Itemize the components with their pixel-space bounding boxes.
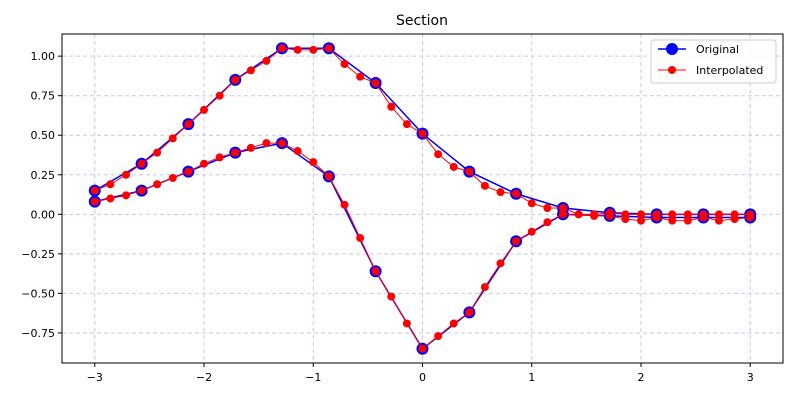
interpolated-point	[683, 216, 692, 225]
interpolated-point	[387, 102, 396, 111]
grid	[62, 34, 783, 363]
interpolated-point	[434, 150, 443, 159]
interpolated-point	[465, 308, 474, 317]
interpolated-point	[371, 79, 380, 88]
y-tick-label: 0.25	[31, 169, 56, 182]
axes: −3 −2 −1 0 1 2 3 −0.75 −0.50 −0.25 0.00 0.25 0.50 0.7…	[21, 50, 753, 384]
legend-marker-original	[666, 43, 678, 55]
x-tick-label: −1	[305, 371, 321, 384]
interpolated-point	[309, 158, 318, 167]
interpolated-point	[340, 200, 349, 209]
legend-box	[650, 39, 777, 84]
legend-label-interpolated: Interpolated	[696, 64, 763, 77]
interpolated-point	[558, 210, 567, 219]
interpolated-point	[200, 105, 209, 114]
y-tick-label: 0.50	[31, 129, 56, 142]
legend-label-original: Original	[696, 43, 739, 56]
interpolated-point	[605, 211, 614, 220]
interpolated-point	[465, 167, 474, 176]
interpolated-point	[590, 211, 599, 220]
x-tick-label: −2	[196, 371, 212, 384]
interpolated-point	[246, 66, 255, 75]
interpolated-point	[309, 45, 318, 54]
y-tick-label: 0.75	[31, 90, 56, 103]
interpolated-point	[278, 139, 287, 148]
interpolated-point	[434, 332, 443, 341]
chart-title: Section	[396, 13, 448, 29]
interpolated-point	[231, 148, 240, 157]
interpolated-point	[184, 120, 193, 129]
interpolated-point	[621, 215, 630, 224]
interpolated-point	[153, 148, 162, 157]
interpolated-point	[137, 186, 146, 195]
interpolated-point	[293, 45, 302, 54]
interpolated-point	[200, 159, 209, 168]
interpolated-point	[262, 56, 271, 65]
interpolated-point	[90, 197, 99, 206]
interpolated-point	[699, 213, 708, 222]
x-tick-label: 0	[419, 371, 426, 384]
interpolated-point	[480, 283, 489, 292]
plot-series	[88, 42, 757, 355]
interpolated-point	[574, 210, 583, 219]
interpolated-point	[746, 213, 755, 222]
x-tick-label: 1	[528, 371, 535, 384]
interpolated-point	[137, 159, 146, 168]
x-tick-label: −3	[87, 371, 103, 384]
interpolated-point	[106, 194, 115, 203]
interpolated-point	[512, 237, 521, 246]
interpolated-point	[293, 147, 302, 156]
interpolated-point	[387, 292, 396, 301]
interpolated-point	[231, 75, 240, 84]
legend-marker-interpolated	[668, 66, 676, 74]
interpolated-point	[714, 216, 723, 225]
x-tick-label: 2	[637, 371, 644, 384]
interpolated-point	[122, 191, 131, 200]
interpolated-point	[652, 213, 661, 222]
interpolated-point	[527, 199, 536, 208]
interpolated-point	[324, 44, 333, 53]
interpolated-point	[262, 139, 271, 148]
y-tick-label: −0.50	[21, 287, 55, 300]
y-tick-label: 1.00	[31, 50, 56, 63]
interpolated-point	[527, 227, 536, 236]
interpolated-point	[324, 172, 333, 181]
interpolated-point	[371, 267, 380, 276]
interpolated-point	[449, 319, 458, 328]
interpolated-point	[512, 189, 521, 198]
interpolated-point	[402, 319, 411, 328]
interpolated-point	[543, 218, 552, 227]
interpolated-point	[668, 216, 677, 225]
interpolated-point	[168, 134, 177, 143]
interpolated-point	[496, 259, 505, 268]
interpolated-point	[449, 162, 458, 171]
interpolated-point	[153, 180, 162, 189]
interpolated-point	[90, 186, 99, 195]
legend: Original Interpolated	[650, 39, 777, 84]
interpolated-point	[418, 344, 427, 353]
interpolated-point	[340, 60, 349, 69]
interpolated-point	[122, 170, 131, 179]
interpolated-point	[636, 216, 645, 225]
interpolated-point	[184, 167, 193, 176]
y-tick-label: −0.75	[21, 327, 55, 340]
interpolated-point	[278, 44, 287, 53]
interpolated-point	[418, 129, 427, 138]
interpolated-point	[168, 173, 177, 182]
interpolated-point	[215, 153, 224, 162]
interpolated-point	[543, 203, 552, 212]
interpolated-point	[215, 91, 224, 100]
interpolated-point	[496, 188, 505, 197]
interpolated-point	[106, 180, 115, 189]
interpolated-point	[246, 143, 255, 152]
x-tick-label: 3	[747, 371, 754, 384]
interpolated-point	[356, 72, 365, 81]
interpolated-point	[356, 234, 365, 243]
interpolated-point	[402, 120, 411, 129]
y-tick-label: −0.25	[21, 248, 55, 261]
interpolated-point	[480, 181, 489, 190]
y-tick-label: 0.00	[31, 208, 56, 221]
interpolated-point	[730, 215, 739, 224]
